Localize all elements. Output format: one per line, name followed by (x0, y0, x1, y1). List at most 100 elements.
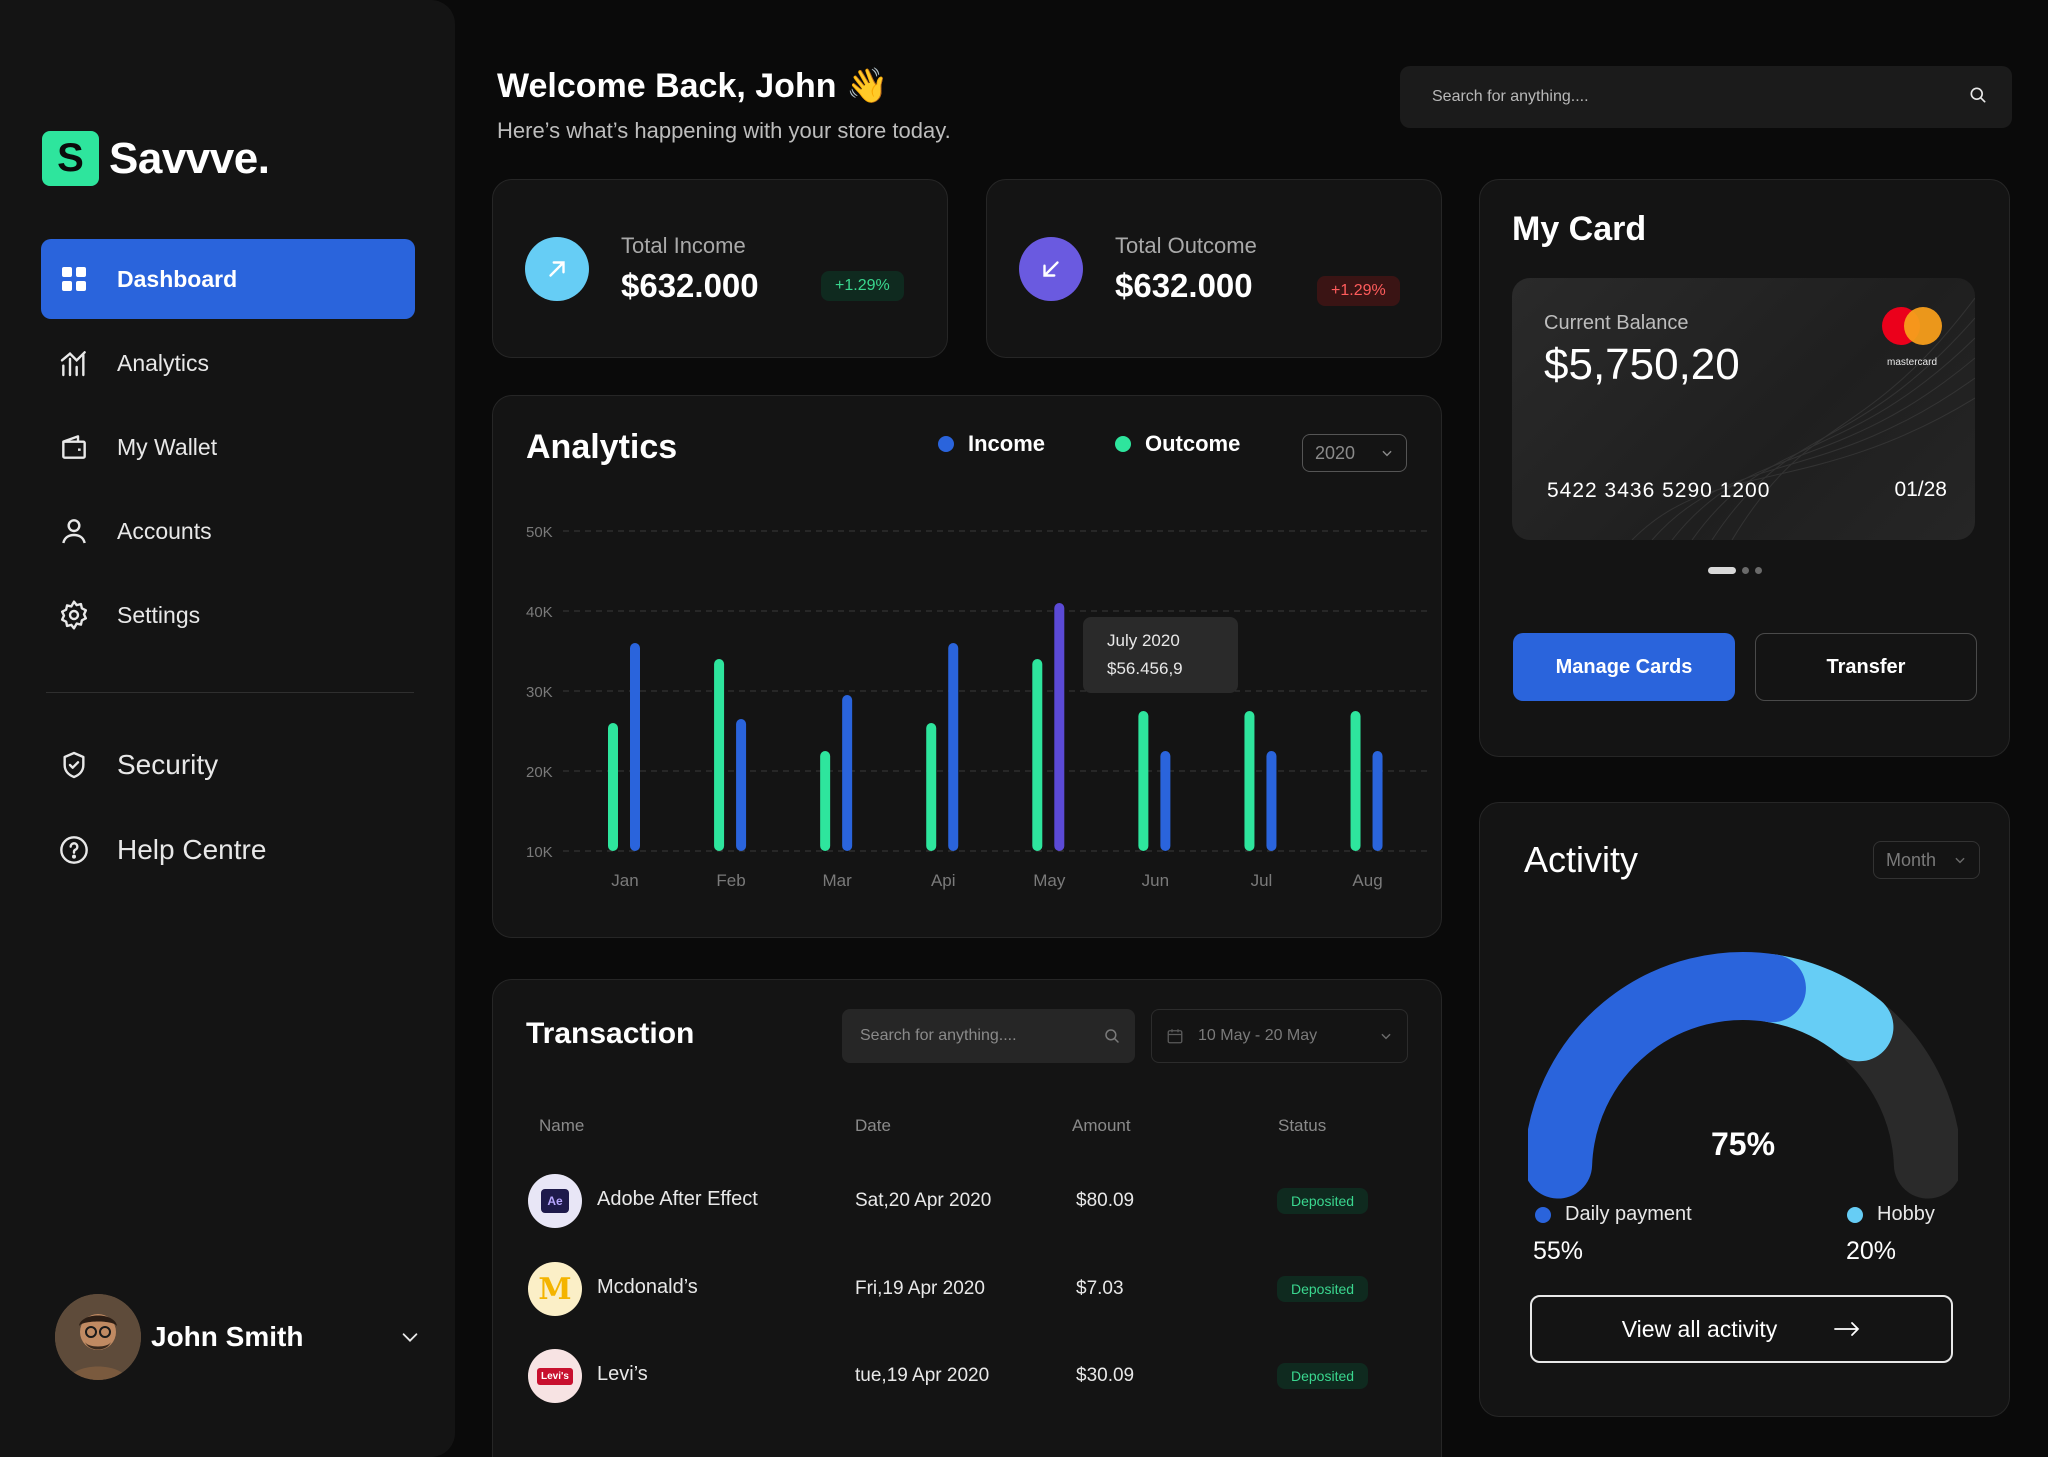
table-row[interactable]: Ae Adobe After Effect Sat,20 Apr 2020 $8… (493, 1170, 1441, 1230)
activity-panel: Activity Month 75% Daily payment 55% Hob… (1479, 802, 2010, 1417)
chevron-down-icon[interactable] (395, 1322, 425, 1352)
sidebar-item-settings[interactable]: Settings (41, 575, 415, 655)
sidebar-item-help[interactable]: Help Centre (41, 810, 415, 890)
x-tick-label: May (1033, 871, 1066, 890)
stat-body: Total Outcome $632.000 (1115, 233, 1257, 305)
view-all-label: View all activity (1621, 1315, 1778, 1342)
help-icon (57, 833, 91, 867)
sidebar-item-wallet[interactable]: My Wallet (41, 407, 415, 487)
stat-body: Total Income $632.000 (621, 233, 759, 305)
date-range-select[interactable]: 10 May - 20 May (1151, 1009, 1408, 1063)
logo-text: Levi's (537, 1367, 573, 1385)
page-subtitle: Here’s what’s happening with your store … (497, 118, 951, 143)
chart-tooltip: July 2020 $56.456,9 (1083, 617, 1238, 693)
period-select[interactable]: Month (1873, 841, 1980, 879)
my-card-title: My Card (1512, 210, 1647, 248)
sidebar-nav-secondary: Security Help Centre (41, 725, 415, 895)
year-select[interactable]: 2020 (1302, 434, 1407, 472)
transaction-name: Mcdonald’s (597, 1276, 698, 1298)
logo-text: Ae (541, 1189, 569, 1213)
transaction-date: tue,19 Apr 2020 (855, 1365, 990, 1386)
sidebar-item-label: Accounts (117, 517, 212, 544)
balance-label: Current Balance (1544, 312, 1689, 334)
gauge-percent-label: 75% (1711, 1126, 1775, 1162)
sidebar-item-label: Security (117, 749, 219, 780)
table-row[interactable]: M Mcdonald’s Fri,19 Apr 2020 $7.03 Depos… (493, 1258, 1441, 1318)
year-value: 2020 (1315, 442, 1356, 463)
search-icon[interactable] (1103, 1027, 1121, 1045)
search-icon[interactable] (1968, 85, 1988, 110)
transaction-name: Adobe After Effect (597, 1188, 758, 1210)
nav-divider (46, 692, 414, 693)
stat-value: $632.000 (621, 266, 759, 304)
stat-label: Total Outcome (1115, 232, 1257, 258)
stat-label: Total Income (621, 232, 746, 258)
arrow-down-left-icon (1019, 236, 1083, 301)
brand-name: Savvve. (109, 133, 270, 183)
x-tick-label: Aug (1352, 871, 1382, 890)
column-header-status: Status (1278, 1116, 1327, 1135)
y-tick-label: 10K (526, 844, 553, 861)
column-header-amount: Amount (1072, 1116, 1131, 1135)
dashboard-grid-icon (57, 262, 91, 296)
bank-card[interactable]: Current Balance $5,750,20 mastercard 542… (1512, 278, 1975, 540)
sidebar-item-accounts[interactable]: Accounts (41, 491, 415, 571)
x-tick-label: Feb (716, 871, 745, 890)
carousel-dot[interactable] (1742, 567, 1749, 574)
manage-cards-button[interactable]: Manage Cards (1513, 633, 1735, 701)
sidebar-item-label: My Wallet (117, 433, 218, 460)
x-tick-label: Api (931, 871, 956, 890)
bar-outcome-may (1032, 659, 1043, 851)
transaction-search (842, 1009, 1135, 1063)
view-all-activity-button[interactable]: View all activity (1530, 1295, 1953, 1363)
legend-outcome: Outcome (1115, 431, 1240, 457)
logo-text: M (538, 1271, 572, 1307)
arrow-up-right-icon (525, 236, 589, 301)
daily-value: 55% (1533, 1237, 1584, 1265)
analytics-chart: 50K 40K 30K 20K 10K Jan Feb Mar Api May Jun Jul Aug (526, 524, 1431, 890)
card-expiry: 01/28 (1894, 478, 1947, 501)
y-tick-label: 40K (526, 604, 553, 621)
status-badge: Deposited (1277, 1188, 1369, 1214)
card-balance: $5,750,20 (1544, 340, 1740, 389)
sidebar-item-analytics[interactable]: Analytics (41, 323, 415, 403)
mcdonalds-logo-icon: M (528, 1262, 582, 1316)
transfer-button[interactable]: Transfer (1755, 633, 1977, 701)
my-card-panel: My Card Current Balance $5,750,20 master… (1479, 179, 2010, 757)
carousel-dot[interactable] (1708, 567, 1736, 574)
sidebar-item-dashboard[interactable]: Dashboard (41, 239, 415, 319)
chevron-down-icon (1381, 1033, 1391, 1040)
status-badge: +1.29% (821, 271, 904, 301)
status-badge: +1.29% (1317, 276, 1400, 306)
search-input[interactable] (860, 1027, 1103, 1045)
daily-dot (1535, 1206, 1551, 1223)
search-input[interactable] (1432, 88, 1968, 106)
chevron-down-icon (1955, 857, 1965, 864)
transaction-amount: $80.09 (1076, 1190, 1135, 1211)
levis-logo-icon: Levi's (528, 1349, 582, 1403)
bar-income-jun (1160, 751, 1171, 851)
logo-mark: S (42, 131, 99, 186)
transaction-date: Fri,19 Apr 2020 (855, 1278, 985, 1299)
carousel-dots[interactable] (1708, 567, 1762, 574)
brand-logo[interactable]: S Savvve. (42, 131, 270, 186)
activity-gauge: 75% (1528, 952, 1958, 1199)
bar-income-api (948, 643, 959, 851)
user-menu[interactable]: John Smith (55, 1294, 425, 1380)
legend-label: Daily payment (1565, 1203, 1692, 1225)
y-tick-label: 30K (526, 684, 553, 701)
table-row[interactable]: Levi's Levi’s tue,19 Apr 2020 $30.09 Dep… (493, 1345, 1441, 1405)
x-tick-label: Mar (823, 871, 853, 890)
gauge-daily-segment (1528, 952, 1806, 1199)
sidebar-item-label: Help Centre (117, 834, 267, 865)
sidebar-item-security[interactable]: Security (41, 725, 415, 805)
legend-label: Income (968, 431, 1046, 456)
carousel-dot[interactable] (1755, 567, 1762, 574)
sidebar-nav: Dashboard Analytics My Wallet Accounts S… (41, 239, 415, 659)
transaction-date: Sat,20 Apr 2020 (855, 1190, 992, 1211)
bar-outcome-api (926, 723, 937, 851)
total-income-card: Total Income $632.000 +1.29% (492, 179, 948, 358)
transaction-name: Levi’s (597, 1363, 648, 1385)
column-header-date: Date (855, 1116, 891, 1135)
tooltip-title: July 2020 (1107, 631, 1180, 650)
